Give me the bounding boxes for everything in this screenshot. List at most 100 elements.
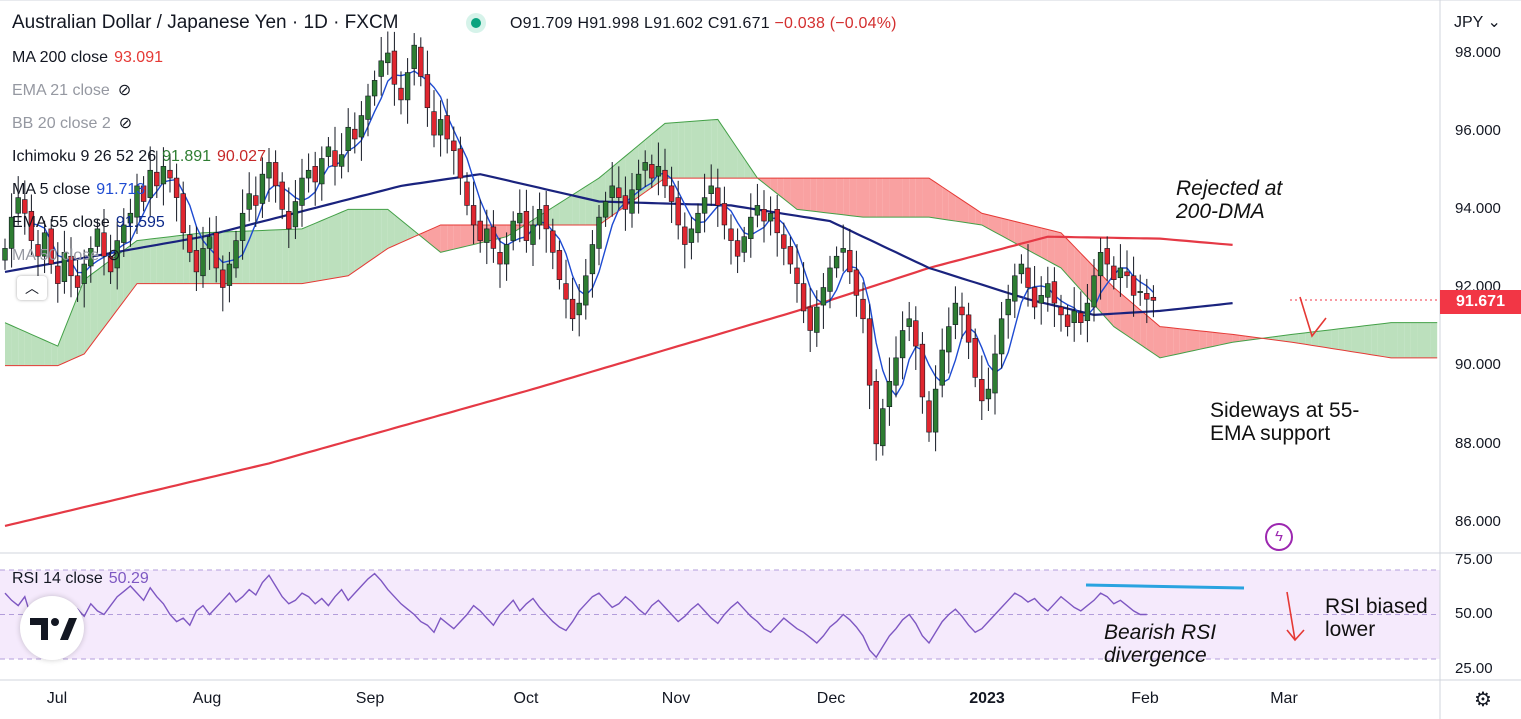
ichimoku-cloud-segment	[1021, 223, 1028, 251]
ichimoku-cloud-segment	[1160, 326, 1167, 358]
legend-ema55[interactable]: EMA 55 close 91.595	[12, 214, 165, 232]
ichimoku-cloud-segment	[97, 265, 104, 337]
ichimoku-cloud-segment	[1351, 326, 1358, 353]
ichimoku-cloud-segment	[453, 224, 461, 250]
candle-body	[985, 388, 992, 400]
candle-body	[1064, 314, 1071, 327]
ichimoku-cloud-segment	[1377, 323, 1385, 357]
ichimoku-cloud-segment	[1107, 280, 1114, 327]
hidden-eye-icon[interactable]: ⊘	[118, 115, 133, 132]
ichimoku-cloud-segment	[381, 209, 388, 253]
ichimoku-cloud-segment	[1226, 333, 1233, 344]
legend-ma50[interactable]: MA 50 close ⊘	[12, 247, 121, 265]
legend-ema21[interactable]: EMA 21 close ⊘	[12, 82, 131, 100]
candle-body	[655, 166, 662, 177]
candle-body	[919, 343, 926, 398]
ichimoku-cloud-segment	[1292, 333, 1299, 344]
ichimoku-cloud-segment	[915, 178, 923, 218]
candle-body	[754, 205, 761, 216]
candle-body	[794, 267, 800, 284]
ichimoku-cloud-segment	[407, 225, 415, 240]
candle-body	[721, 203, 728, 226]
legend-label: MA 200 close	[12, 49, 109, 66]
ichimoku-cloud-segment	[1239, 335, 1246, 342]
candle-body	[781, 234, 787, 249]
candle-body	[814, 306, 820, 333]
ichimoku-cloud-segment	[1080, 253, 1088, 298]
candle-body	[761, 209, 767, 222]
ichimoku-cloud-segment	[1285, 334, 1292, 343]
candle-body	[286, 210, 292, 230]
y-tick: 98.000	[1455, 44, 1501, 61]
ichimoku-cloud-segment	[1364, 325, 1372, 355]
annotation-rsi-biased: RSI biased lower	[1325, 595, 1428, 641]
rsi-line	[4, 572, 1147, 659]
candle-body	[1038, 295, 1044, 304]
currency-selector[interactable]: JPY ⌄	[1454, 14, 1501, 31]
candle-body	[107, 255, 114, 273]
ichimoku-cloud-segment	[1417, 322, 1424, 358]
candle-body	[239, 212, 246, 241]
ichimoku-cloud-segment	[1199, 330, 1207, 350]
legend-value: 93.091	[114, 49, 163, 66]
candle-body	[853, 269, 860, 296]
legend-rsi[interactable]: RSI 14 close 50.29	[12, 570, 149, 588]
candle-body	[616, 187, 622, 198]
ichimoku-cloud-segment	[889, 178, 896, 218]
ichimoku-cloud-segment	[143, 239, 151, 284]
rsi-divergence-line	[1085, 583, 1245, 590]
candle-body	[187, 234, 193, 253]
candle-body	[378, 60, 384, 77]
ichimoku-cloud-segment	[1338, 328, 1345, 351]
candle-body	[358, 115, 365, 138]
candle-body	[563, 283, 569, 300]
legend-ma5[interactable]: MA 5 close 91.713	[12, 181, 145, 199]
candle-body	[41, 232, 48, 257]
candle-body	[503, 244, 510, 265]
lightning-icon[interactable]: ϟ	[1265, 523, 1293, 551]
ichimoku-cloud-segment	[1166, 327, 1174, 357]
candle-body	[160, 166, 167, 185]
ichimoku-cloud-segment	[440, 224, 448, 253]
ichimoku-cloud-segment	[691, 120, 698, 179]
ichimoku-cloud-segment	[896, 178, 903, 218]
legend-ma200[interactable]: MA 200 close 93.091	[12, 49, 163, 67]
ichimoku-cloud-segment	[401, 220, 408, 243]
ichimoku-cloud-segment	[909, 178, 916, 218]
ichimoku-cloud-segment	[711, 119, 718, 179]
legend-label: EMA 21 close	[12, 82, 110, 100]
ichimoku-cloud-segment	[988, 214, 995, 233]
candle-body	[866, 318, 873, 386]
ichimoku-cloud-segment	[1140, 309, 1147, 349]
ichimoku-cloud-segment	[1206, 331, 1213, 348]
ichimoku-cloud-segment	[467, 224, 474, 247]
candle-body	[385, 52, 391, 64]
ichimoku-cloud-segment	[684, 121, 692, 179]
candle-body	[695, 212, 701, 234]
ichimoku-cloud-segment	[387, 209, 395, 249]
candle-body	[22, 199, 28, 214]
collapse-legend-button[interactable]: ︿	[17, 276, 47, 300]
hidden-eye-icon[interactable]: ⊘	[117, 82, 132, 99]
settings-gear-icon[interactable]: ⚙	[1474, 689, 1492, 711]
hidden-eye-icon[interactable]: ⊘	[107, 247, 121, 264]
candle-body	[101, 232, 107, 257]
candle-body	[576, 302, 582, 316]
ichimoku-cloud-segment	[434, 224, 441, 253]
ichimoku-cloud-segment	[18, 328, 25, 366]
ichimoku-cloud-segment	[84, 274, 91, 354]
legend-ichimoku[interactable]: Ichimoku 9 26 52 26 91.891 90.027	[12, 148, 266, 166]
candle-body	[728, 228, 734, 241]
candle-body	[569, 298, 576, 320]
tradingview-logo[interactable]	[20, 596, 84, 660]
ichimoku-cloud-segment	[731, 138, 738, 179]
symbol-title[interactable]: Australian Dollar / Japanese Yen · 1D · …	[12, 12, 399, 33]
candle-body	[662, 169, 668, 187]
candle-body	[35, 244, 41, 257]
candle-body	[635, 173, 642, 191]
ichimoku-cloud-segment	[335, 212, 342, 279]
legend-value: 91.713	[96, 181, 146, 198]
legend-bb20[interactable]: BB 20 close 2 ⊘	[12, 115, 132, 133]
